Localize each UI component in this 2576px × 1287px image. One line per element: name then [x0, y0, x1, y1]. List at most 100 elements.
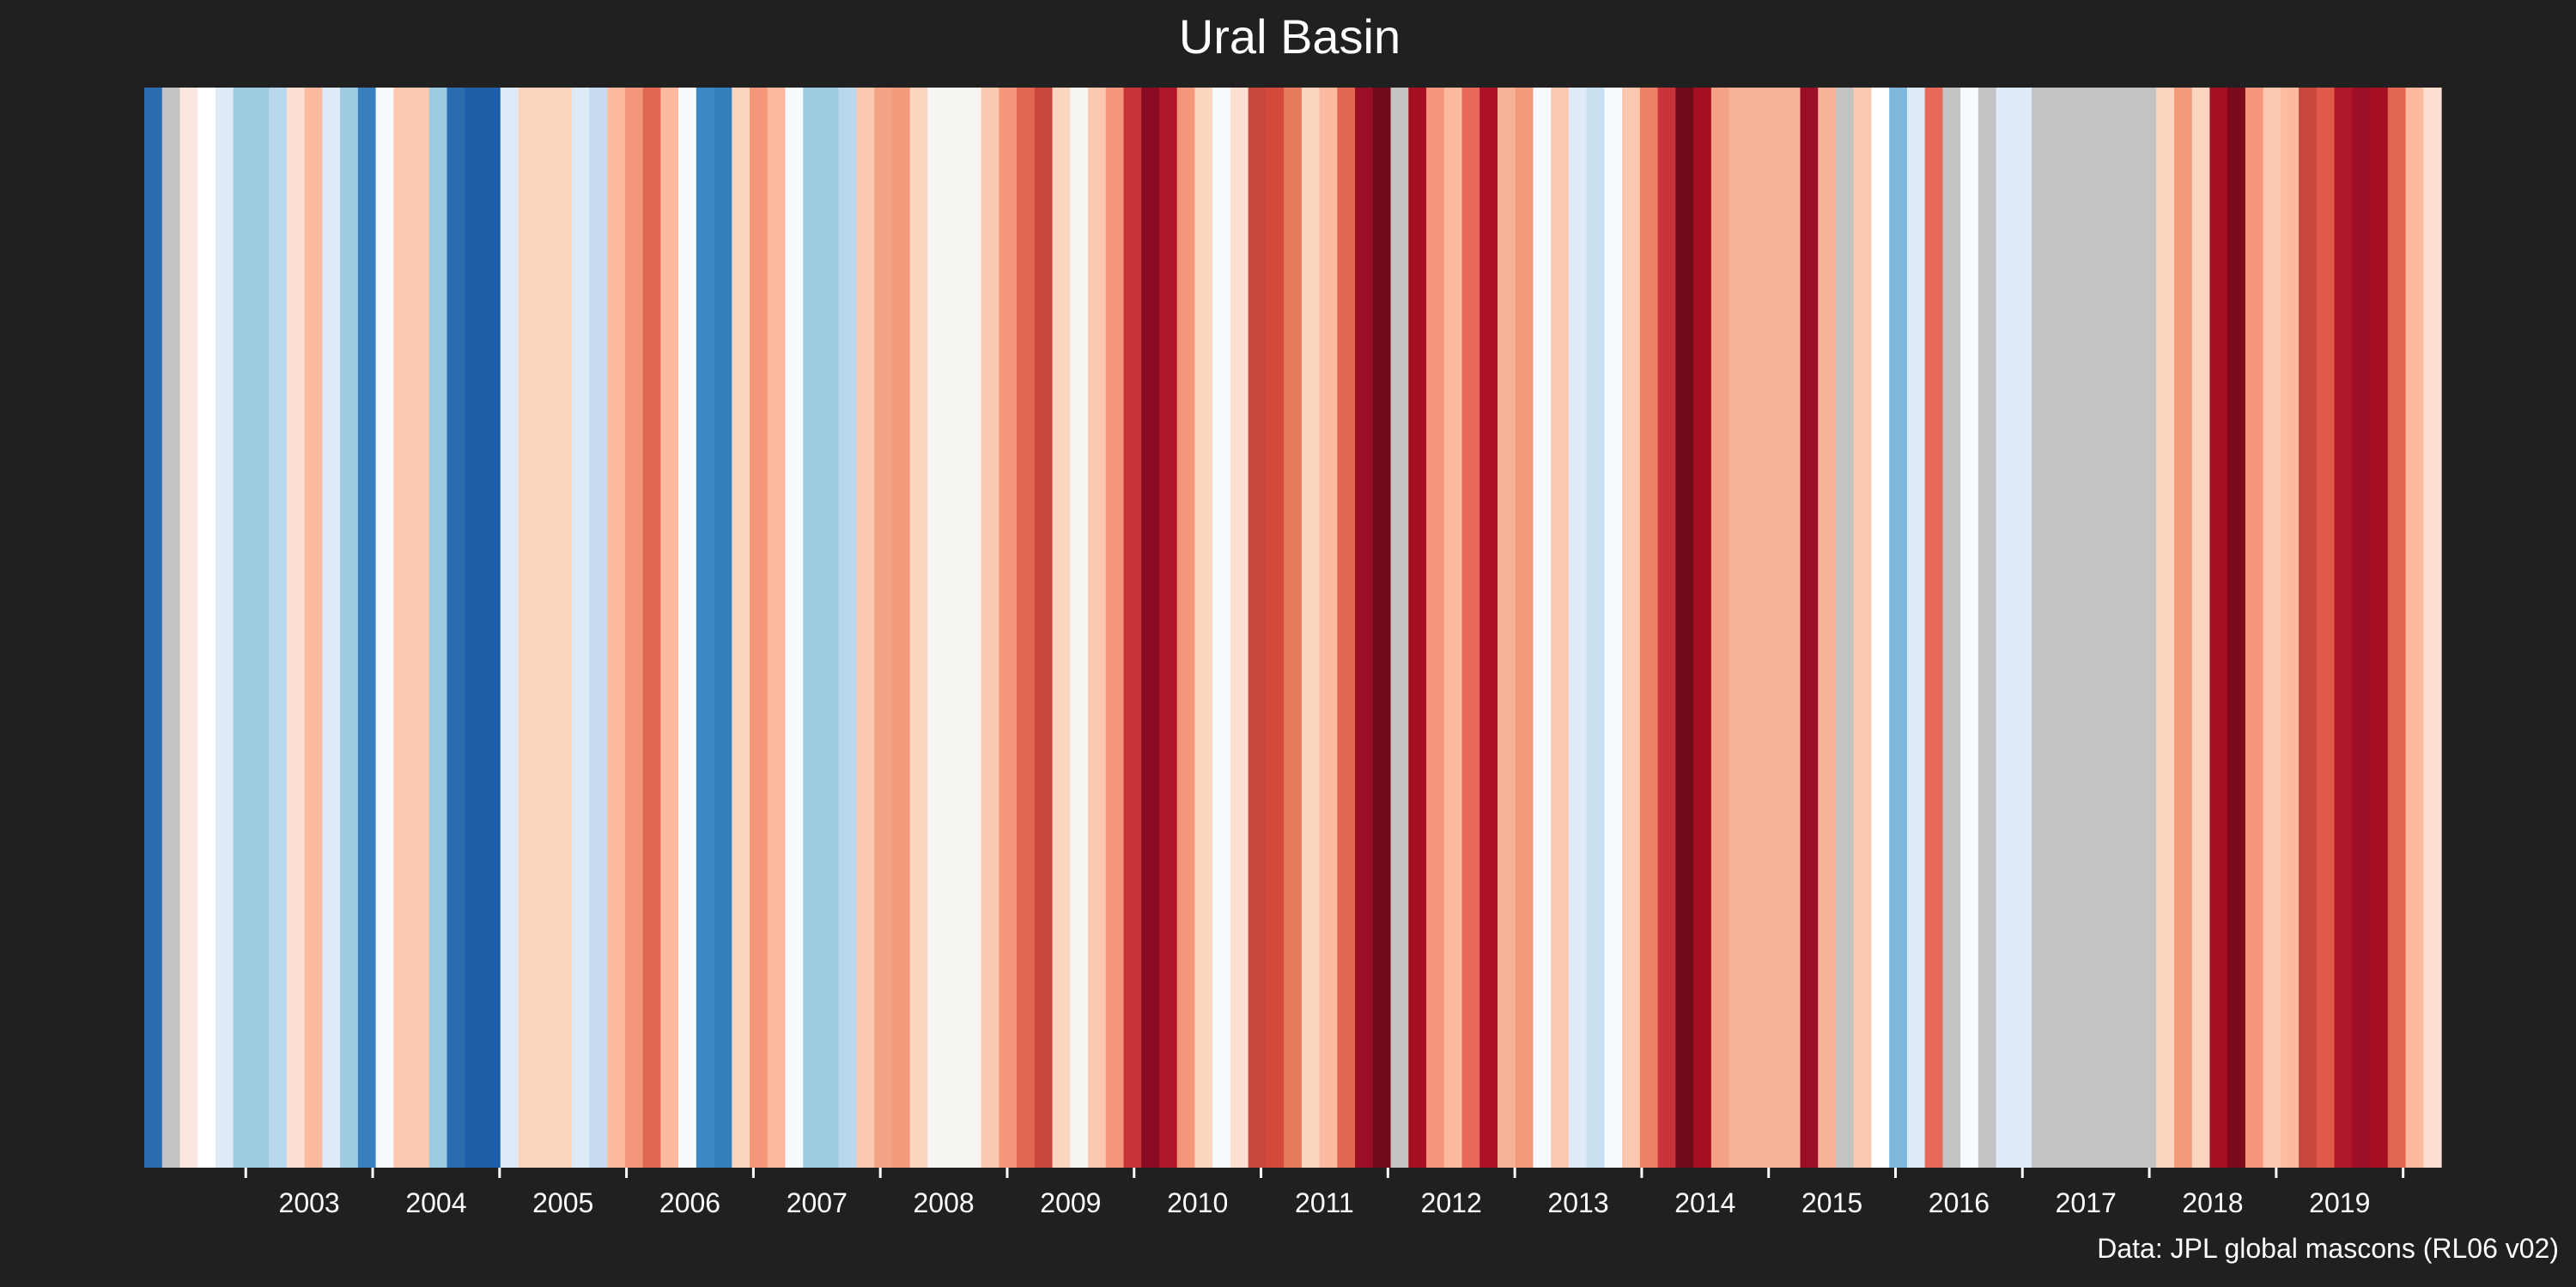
stripe-14: [428, 88, 448, 1168]
stripe-37: [909, 88, 929, 1168]
x-tick-label-2006: 2006: [659, 1187, 720, 1218]
stripe-97: [2191, 88, 2211, 1168]
stripe-101: [2263, 88, 2281, 1168]
stripe-42: [1034, 88, 1054, 1168]
stripe-86: [1871, 88, 1890, 1168]
stripe-90: [1942, 88, 1961, 1168]
stripe-26: [696, 88, 715, 1168]
stripe-85: [1853, 88, 1873, 1168]
x-tick-label-2004: 2004: [405, 1187, 466, 1218]
stripe-98: [2209, 88, 2228, 1168]
stripe-17: [500, 88, 519, 1168]
stripes-group: [144, 88, 2442, 1168]
stripe-102: [2281, 88, 2300, 1168]
stripe-6: [269, 88, 288, 1168]
stripe-40: [999, 88, 1018, 1168]
stripe-75: [1622, 88, 1641, 1168]
stripe-2: [179, 88, 198, 1168]
stripe-66: [1461, 88, 1480, 1168]
stripe-68: [1497, 88, 1516, 1168]
x-tick-label-2013: 2013: [1547, 1187, 1608, 1218]
stripe-80: [1710, 88, 1730, 1168]
stripe-36: [891, 88, 911, 1168]
x-tick-label-2007: 2007: [787, 1187, 848, 1218]
stripe-89: [1924, 88, 1943, 1168]
stripe-21: [607, 88, 626, 1168]
stripe-93: [1996, 88, 2032, 1168]
stripe-5: [233, 88, 270, 1168]
stripe-106: [2352, 88, 2371, 1168]
stripe-27: [714, 88, 732, 1168]
stripe-18: [518, 88, 573, 1168]
stripe-35: [874, 88, 893, 1168]
stripe-67: [1479, 88, 1498, 1168]
stripe-28: [732, 88, 750, 1168]
stripe-56: [1284, 88, 1303, 1168]
stripe-34: [856, 88, 875, 1168]
stripe-39: [981, 88, 999, 1168]
stripe-48: [1141, 88, 1160, 1168]
stripe-41: [1017, 88, 1036, 1168]
stripe-104: [2316, 88, 2336, 1168]
stripe-91: [1960, 88, 1979, 1168]
stripe-50: [1176, 88, 1196, 1168]
stripe-44: [1070, 88, 1089, 1168]
stripe-3: [197, 88, 216, 1168]
stripe-63: [1408, 88, 1427, 1168]
stripe-4: [215, 88, 234, 1168]
stripe-32: [803, 88, 840, 1168]
stripe-105: [2334, 88, 2353, 1168]
stripe-16: [465, 88, 501, 1168]
stripe-79: [1693, 88, 1712, 1168]
stripe-70: [1533, 88, 1552, 1168]
stripe-10: [340, 88, 359, 1168]
stripe-8: [304, 88, 323, 1168]
stripe-19: [571, 88, 591, 1168]
stripe-7: [286, 88, 306, 1168]
stripe-65: [1443, 88, 1463, 1168]
stripe-30: [767, 88, 787, 1168]
stripe-95: [2156, 88, 2175, 1168]
stripe-54: [1248, 88, 1267, 1168]
stripe-92: [1978, 88, 1997, 1168]
stripe-46: [1105, 88, 1125, 1168]
stripe-109: [2405, 88, 2424, 1168]
stripe-43: [1052, 88, 1071, 1168]
x-tick-label-2014: 2014: [1674, 1187, 1735, 1218]
stripe-84: [1835, 88, 1855, 1168]
stripe-22: [624, 88, 644, 1168]
stripe-59: [1337, 88, 1356, 1168]
stripe-52: [1212, 88, 1231, 1168]
stripe-74: [1604, 88, 1623, 1168]
stripe-33: [838, 88, 858, 1168]
x-tick-label-2018: 2018: [2182, 1187, 2243, 1218]
stripe-38: [927, 88, 982, 1168]
x-tick-label-2010: 2010: [1167, 1187, 1228, 1218]
stripe-23: [642, 88, 661, 1168]
stripe-15: [447, 88, 465, 1168]
stripe-45: [1088, 88, 1107, 1168]
stripe-76: [1639, 88, 1659, 1168]
stripe-55: [1266, 88, 1285, 1168]
stripe-57: [1301, 88, 1321, 1168]
stripe-60: [1355, 88, 1374, 1168]
x-tick-label-2019: 2019: [2309, 1187, 2370, 1218]
x-tick-label-2012: 2012: [1421, 1187, 1482, 1218]
x-tick-label-2015: 2015: [1801, 1187, 1862, 1218]
x-tick-label-2016: 2016: [1929, 1187, 1990, 1218]
stripe-69: [1515, 88, 1534, 1168]
stripe-100: [2245, 88, 2264, 1168]
stripe-0: [144, 88, 163, 1168]
stripe-29: [750, 88, 769, 1168]
stripe-1: [161, 88, 181, 1168]
stripe-87: [1889, 88, 1908, 1168]
stripe-103: [2299, 88, 2318, 1168]
stripe-94: [2032, 88, 2157, 1168]
stripe-83: [1818, 88, 1837, 1168]
x-tick-label-2011: 2011: [1295, 1187, 1354, 1218]
stripe-53: [1230, 88, 1249, 1168]
stripe-107: [2370, 88, 2389, 1168]
stripe-20: [589, 88, 608, 1168]
x-tick-label-2005: 2005: [532, 1187, 593, 1218]
